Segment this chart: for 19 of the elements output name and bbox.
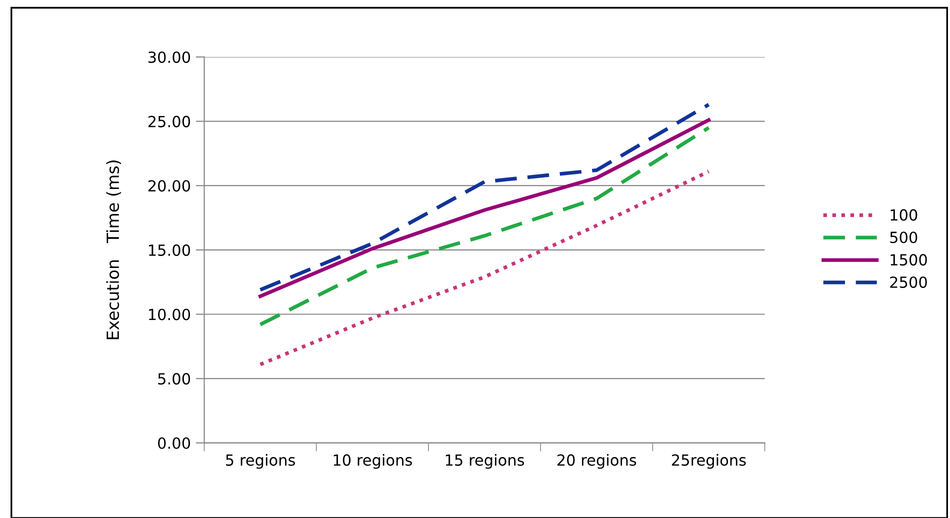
x-tick-label: 10 regions	[334, 454, 412, 469]
y-tick-label: 25.00	[148, 116, 190, 128]
line-series	[258, 170, 711, 366]
y-tick-label: 30.00	[148, 51, 190, 63]
x-tick-label: 15 regions	[446, 454, 524, 469]
x-tick-label: 25regions	[672, 454, 746, 469]
x-tick-label: 5 regions	[226, 454, 295, 469]
line-series	[258, 126, 711, 326]
y-tick-label: 10.00	[148, 308, 190, 320]
legend-label: 1500	[890, 254, 927, 266]
legend-label: 100	[890, 209, 918, 221]
y-axis-title: Execution Time (ms)	[106, 160, 122, 340]
legend-label: 500	[890, 232, 918, 244]
legend-label: 2500	[890, 276, 927, 288]
y-tick-label: 15.00	[148, 244, 190, 256]
y-tick-label: 0.00	[158, 437, 190, 449]
y-tick-label: 20.00	[148, 180, 190, 192]
y-tick-label: 5.00	[158, 373, 190, 385]
x-tick-label: 20 regions	[557, 454, 636, 469]
